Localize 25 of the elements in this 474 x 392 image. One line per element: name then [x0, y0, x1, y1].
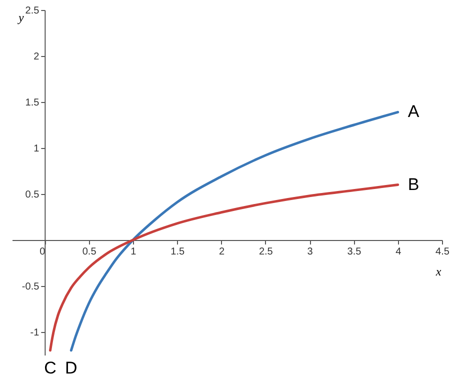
annotation: D — [65, 358, 78, 378]
y-axis-title: y — [18, 10, 25, 24]
x-tick-label: 3.5 — [347, 246, 362, 258]
x-tick-label: 2 — [218, 246, 225, 258]
x-tick-label: 3 — [307, 246, 314, 258]
y-tick-label: 2.5 — [25, 6, 40, 16]
y-tick-label: 0.5 — [25, 190, 40, 200]
x-tick-label: 2.5 — [258, 246, 274, 258]
y-tick-label: 1 — [34, 144, 40, 154]
line-series — [70, 110, 400, 352]
x-tick-label: 0.5 — [82, 246, 97, 258]
y-tick-label: 2 — [34, 52, 40, 62]
y-tick-label: -1 — [30, 328, 40, 338]
x-axis-title: x — [434, 264, 442, 278]
y-tick-label: 1.5 — [25, 98, 40, 108]
x-tick-label: 4.5 — [436, 246, 450, 258]
annotation: A — [408, 102, 420, 122]
x-tick-label: 1 — [130, 246, 137, 258]
y-tick-label: -0.5 — [22, 282, 40, 292]
annotation: C — [44, 358, 56, 378]
x-tick-label: 0 — [40, 246, 46, 258]
line-series — [48, 184, 400, 352]
x-tick-label: 4 — [396, 246, 402, 258]
x-tick-label: 1.5 — [170, 246, 185, 258]
annotation: B — [408, 174, 420, 194]
